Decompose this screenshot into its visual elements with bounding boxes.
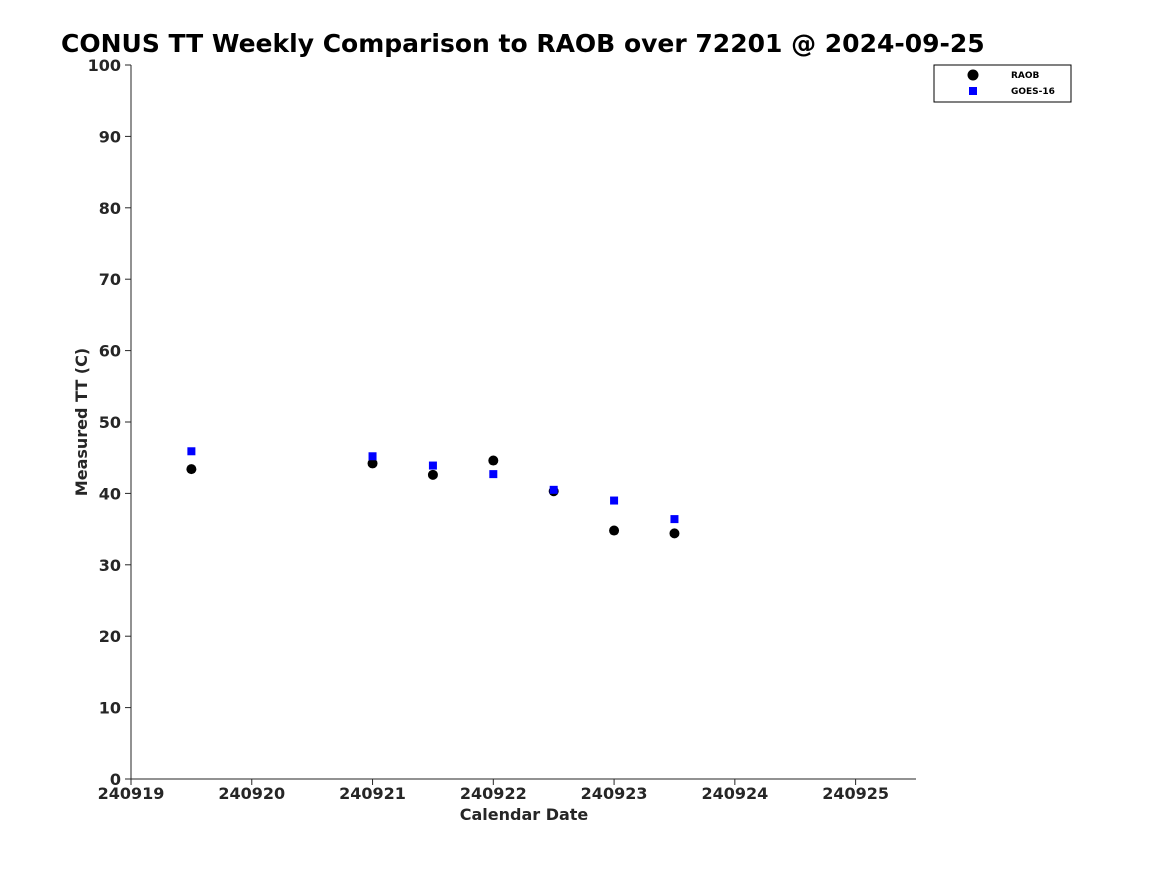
point-goes16-4 [549, 485, 558, 494]
point-raob-0 [186, 464, 197, 475]
legend-box [933, 64, 1072, 103]
x-tick-label-240924: 240924 [701, 784, 768, 803]
y-tick-label-30: 30 [99, 556, 121, 575]
y-tick-label-90: 90 [99, 127, 121, 146]
y-axis-label: Measured TT (C) [72, 348, 91, 496]
point-goes16-5 [610, 496, 619, 505]
point-goes16-0 [187, 447, 196, 456]
point-raob-3 [488, 455, 499, 466]
legend-marker-goes16 [969, 87, 977, 95]
point-raob-1 [367, 458, 378, 469]
y-tick-label-60: 60 [99, 342, 121, 361]
x-tick-label-240920: 240920 [218, 784, 285, 803]
legend-label-goes16: GOES-16 [1011, 87, 1055, 97]
y-tick-label-40: 40 [99, 484, 121, 503]
y-tick-label-80: 80 [99, 199, 121, 218]
legend-marker-raob [967, 69, 979, 81]
x-tick-label-240925: 240925 [822, 784, 889, 803]
chart-title: CONUS TT Weekly Comparison to RAOB over … [61, 29, 985, 58]
x-tick-label-240923: 240923 [581, 784, 648, 803]
point-goes16-1 [368, 452, 377, 461]
y-tick-label-50: 50 [99, 413, 121, 432]
legend-label-raob: RAOB [1011, 71, 1040, 81]
x-axis-label: Calendar Date [460, 805, 589, 824]
point-goes16-6 [670, 515, 679, 524]
y-tick-label-100: 100 [88, 56, 121, 75]
y-tick-label-0: 0 [110, 770, 121, 789]
point-goes16-3 [489, 470, 498, 479]
point-raob-6 [669, 528, 680, 539]
legend: RAOB GOES-16 [933, 64, 1072, 103]
x-tick-label-240921: 240921 [339, 784, 406, 803]
data-points [186, 447, 680, 539]
y-axis-ticks: 0 10 20 30 40 50 60 70 80 90 100 [88, 56, 131, 789]
y-tick-label-10: 10 [99, 699, 121, 718]
y-tick-label-20: 20 [99, 627, 121, 646]
x-tick-label-240922: 240922 [460, 784, 527, 803]
point-raob-5 [609, 525, 620, 536]
point-goes16-2 [428, 461, 437, 470]
y-tick-label-70: 70 [99, 270, 121, 289]
point-raob-2 [427, 469, 438, 480]
x-axis-ticks: 240919 240920 240921 240922 240923 240924 2409… [98, 779, 889, 803]
x-tick-label-240919: 240919 [98, 784, 165, 803]
